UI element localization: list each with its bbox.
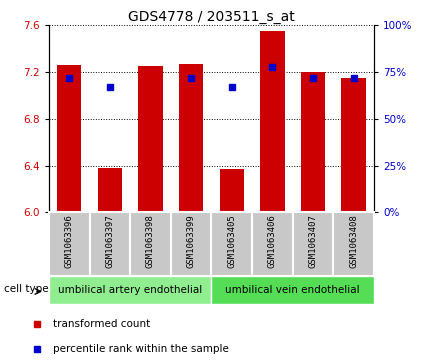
Bar (341, 78, 366, 212)
Bar (211, 212, 252, 276)
Bar (211, 276, 374, 304)
Bar (49, 276, 211, 304)
Bar (220, 169, 244, 212)
Bar (252, 212, 293, 276)
Bar (333, 212, 374, 276)
Text: umbilical vein endothelial: umbilical vein endothelial (225, 285, 360, 295)
Bar (260, 31, 285, 212)
Text: GSM1063399: GSM1063399 (187, 214, 196, 268)
Text: umbilical artery endothelial: umbilical artery endothelial (58, 285, 202, 295)
Bar (130, 212, 171, 276)
Bar (98, 168, 122, 212)
Title: GDS4778 / 203511_s_at: GDS4778 / 203511_s_at (128, 11, 295, 24)
Text: transformed count: transformed count (54, 319, 150, 329)
Bar (138, 66, 163, 212)
Bar (171, 212, 211, 276)
Bar (179, 64, 203, 212)
Text: GSM1063397: GSM1063397 (105, 214, 114, 268)
Bar (293, 212, 333, 276)
Text: GSM1063405: GSM1063405 (227, 214, 236, 268)
Text: percentile rank within the sample: percentile rank within the sample (54, 344, 229, 354)
Bar (57, 65, 81, 212)
Bar (301, 72, 325, 212)
Text: GSM1063406: GSM1063406 (268, 214, 277, 268)
Text: GSM1063396: GSM1063396 (65, 214, 74, 268)
Bar (90, 212, 130, 276)
Text: cell type: cell type (4, 284, 48, 294)
Bar (49, 212, 90, 276)
Text: GSM1063407: GSM1063407 (309, 214, 317, 268)
Text: GSM1063398: GSM1063398 (146, 214, 155, 268)
Text: GSM1063408: GSM1063408 (349, 214, 358, 268)
